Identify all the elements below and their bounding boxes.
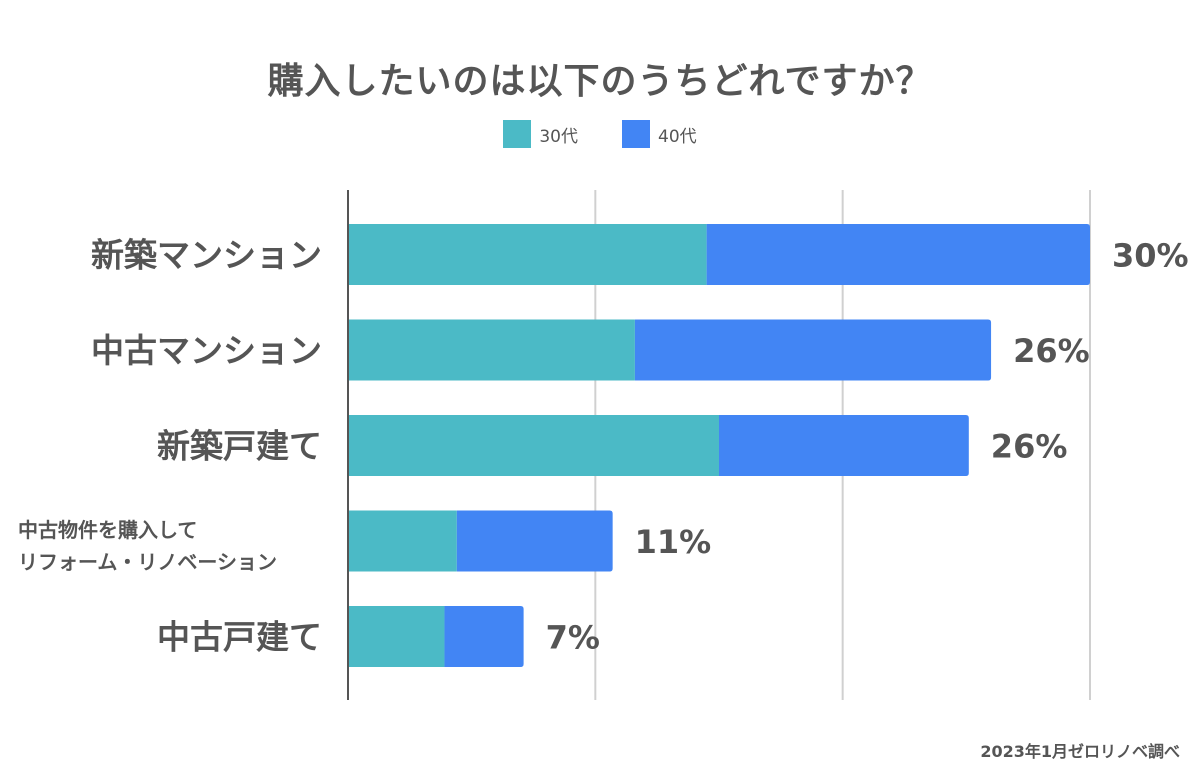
category-label-1: 中古マンション xyxy=(91,331,322,370)
value-label-0: 30% xyxy=(1112,237,1189,275)
bar-40s-4 xyxy=(444,606,524,667)
legend-item-40s: 40代 xyxy=(622,120,697,148)
bar-30s-0 xyxy=(348,224,707,285)
bar-30s-3 xyxy=(348,510,457,572)
category-label-4: 中古戸建て xyxy=(157,618,322,657)
value-label-3: 11% xyxy=(635,523,712,561)
source-note: 2023年1月ゼロリノベ調べ xyxy=(980,742,1180,761)
value-label-2: 26% xyxy=(991,428,1068,466)
legend-label-30s: 30代 xyxy=(539,126,578,147)
bar-30s-1 xyxy=(348,319,635,381)
bar-30s-4 xyxy=(348,606,445,667)
value-label-1: 26% xyxy=(1013,332,1090,370)
legend-item-30s: 30代 xyxy=(503,120,578,148)
legend-label-40s: 40代 xyxy=(658,126,697,147)
bar-40s-1 xyxy=(634,319,992,381)
bar-40s-0 xyxy=(706,224,1090,285)
legend: 30代 40代 xyxy=(0,120,1200,148)
bar-40s-2 xyxy=(719,415,969,476)
category-label-0: 新築マンション xyxy=(91,236,322,275)
legend-swatch-30s xyxy=(503,120,532,148)
value-label-4: 7% xyxy=(546,619,600,657)
chart-title: 購入したいのは以下のうちどれですか？ xyxy=(267,61,933,102)
legend-swatch-40s xyxy=(622,120,650,148)
category-label-3: 中古物件を購入してリフォーム・リノベーション xyxy=(18,518,277,574)
bar-40s-3 xyxy=(456,510,613,572)
category-label-2: 新築戸建て xyxy=(157,427,322,466)
bar-30s-2 xyxy=(348,415,719,476)
